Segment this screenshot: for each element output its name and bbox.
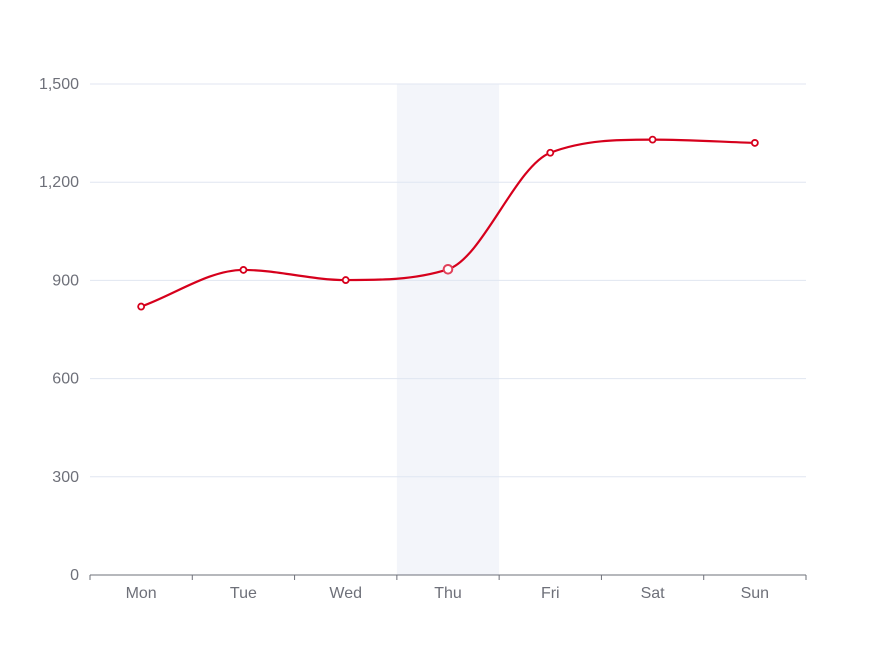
x-tick-label: Wed (329, 585, 362, 602)
x-tick-label: Sun (741, 585, 769, 602)
x-tick-label: Thu (434, 585, 462, 602)
x-axis: Mon Tue Wed Thu Fri Sat Sun (89, 574, 807, 602)
y-tick-label: 1,200 (39, 174, 79, 191)
x-tick-label: Tue (230, 585, 257, 602)
data-point[interactable] (546, 148, 555, 157)
y-tick-label: 300 (52, 469, 79, 486)
data-point[interactable] (648, 135, 657, 144)
data-point[interactable] (750, 139, 759, 147)
y-tick-label: 900 (52, 272, 79, 289)
y-tick-label: 1,500 (39, 76, 79, 93)
data-point[interactable] (239, 266, 248, 274)
data-point[interactable] (442, 263, 454, 275)
x-tick-label: Sat (641, 585, 666, 602)
x-tick-label: Fri (541, 585, 560, 602)
y-tick-label: 0 (70, 567, 79, 584)
data-point[interactable] (341, 276, 350, 284)
y-tick-label: 600 (52, 371, 79, 388)
data-point[interactable] (137, 302, 146, 311)
x-tick-label: Mon (126, 585, 157, 602)
y-axis-labels: 0 300 600 900 1,200 1,500 (39, 76, 79, 584)
grid-lines (90, 83, 806, 478)
series-layer (137, 135, 759, 311)
highlight-band (396, 84, 500, 575)
